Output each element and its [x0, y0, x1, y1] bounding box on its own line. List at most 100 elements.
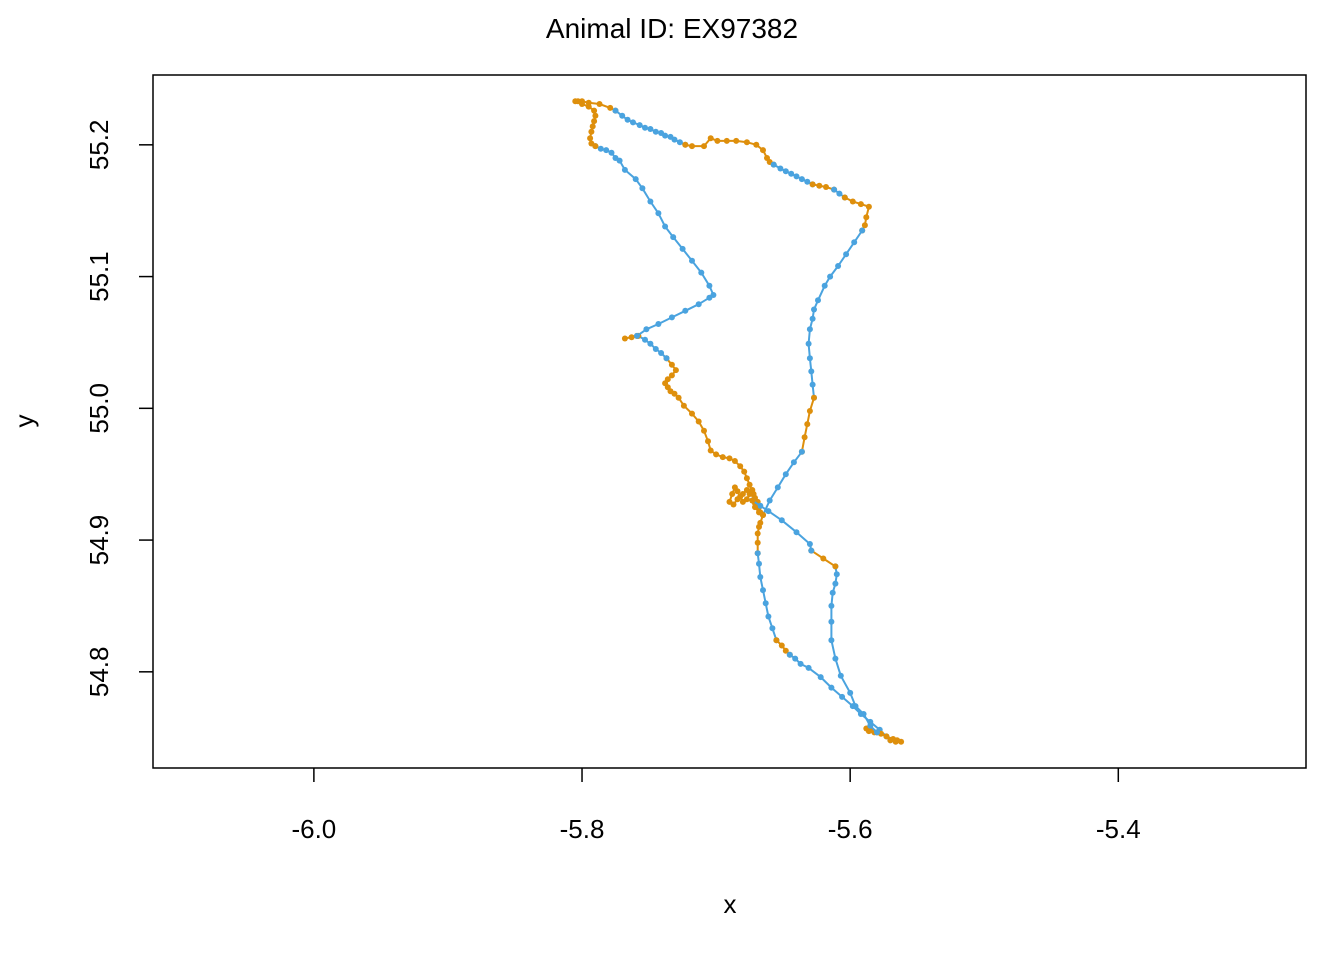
track-point	[806, 541, 813, 547]
track-point	[847, 689, 854, 696]
track-point	[841, 194, 848, 201]
track-point	[689, 143, 695, 150]
x-tick-label: -6.0	[291, 814, 336, 844]
track-point	[756, 509, 762, 516]
track-point	[806, 408, 813, 414]
x-tick-label: -5.8	[560, 814, 605, 844]
track-point	[689, 410, 695, 417]
track-point	[883, 733, 890, 740]
y-tick-label: 54.8	[84, 647, 114, 698]
plot-frame	[152, 74, 1307, 769]
track-point	[778, 642, 785, 649]
track-segment-blue	[635, 332, 670, 362]
track-point	[805, 340, 812, 347]
track-point	[809, 181, 816, 188]
track-point	[820, 555, 827, 562]
track-point	[592, 112, 599, 119]
track-line	[594, 145, 715, 337]
track-point	[695, 301, 702, 308]
track-point	[729, 491, 736, 497]
track-point	[760, 587, 766, 594]
track-point	[655, 210, 662, 217]
track-point	[809, 315, 816, 322]
track-point	[588, 128, 595, 135]
x-tick-label: -5.4	[1096, 814, 1141, 844]
track-point	[612, 107, 619, 114]
track-point	[662, 132, 669, 139]
track-segment-blue	[592, 143, 717, 339]
track-point	[788, 170, 795, 177]
track-segment-blue	[760, 448, 805, 518]
track-point	[730, 501, 737, 508]
track-point	[760, 147, 766, 154]
track-point	[670, 234, 677, 241]
track-point	[682, 141, 689, 148]
track-point	[806, 355, 813, 362]
track-point	[860, 711, 867, 717]
track-point	[828, 684, 835, 691]
track-point	[714, 137, 721, 144]
y-tick-label: 55.0	[84, 383, 114, 434]
track-point	[765, 508, 772, 515]
track-point	[689, 257, 695, 264]
track-point	[765, 613, 772, 620]
track-point	[797, 660, 804, 667]
track-point	[706, 282, 713, 289]
track-point	[754, 550, 761, 557]
track-point	[701, 143, 707, 150]
track-point	[643, 326, 650, 333]
track-segment-orange	[575, 98, 599, 150]
track-point	[634, 332, 640, 339]
track-point	[782, 168, 789, 175]
track-point	[746, 481, 753, 488]
track-point	[815, 297, 821, 304]
track-point	[798, 176, 805, 183]
track-point	[679, 245, 686, 252]
track-point	[777, 165, 784, 172]
track-point	[786, 651, 793, 658]
track-point	[753, 141, 760, 148]
x-tick-label: -5.6	[828, 814, 873, 844]
y-axis: 54.8 54.9 55.0 55.1 55.2	[84, 120, 153, 698]
track-point	[749, 497, 756, 504]
track-point	[769, 625, 776, 632]
track-point	[734, 496, 741, 503]
track-point	[695, 418, 702, 425]
track-point	[587, 135, 594, 142]
track-point	[867, 722, 874, 729]
track-point	[664, 376, 671, 383]
track-point	[655, 321, 662, 327]
track-point	[698, 269, 705, 276]
track-point	[749, 489, 756, 496]
track-point	[833, 571, 840, 578]
track-point	[832, 563, 839, 570]
track-point	[731, 458, 738, 464]
track-point	[607, 104, 614, 111]
track-point	[668, 361, 675, 368]
track-point	[851, 239, 858, 246]
track-point	[835, 263, 842, 269]
track-point	[672, 367, 679, 374]
track-point	[832, 655, 839, 662]
track-point	[837, 672, 844, 679]
track-point	[756, 560, 762, 567]
track-point	[726, 455, 733, 462]
track-point	[621, 335, 628, 342]
y-axis-label: y	[9, 415, 39, 428]
track-point	[774, 484, 781, 491]
track-point	[792, 655, 799, 662]
track-segment-blue	[770, 161, 816, 188]
track-point	[857, 201, 864, 208]
track-point	[828, 602, 835, 609]
track-point	[596, 101, 603, 107]
track-point	[782, 647, 789, 654]
track-point	[639, 185, 646, 192]
track-point	[757, 502, 764, 509]
track-point	[754, 530, 761, 537]
track-point	[588, 140, 595, 147]
track-point	[575, 98, 581, 105]
track-point	[793, 529, 800, 536]
track-point	[790, 459, 797, 466]
track-segment-orange	[798, 394, 817, 455]
